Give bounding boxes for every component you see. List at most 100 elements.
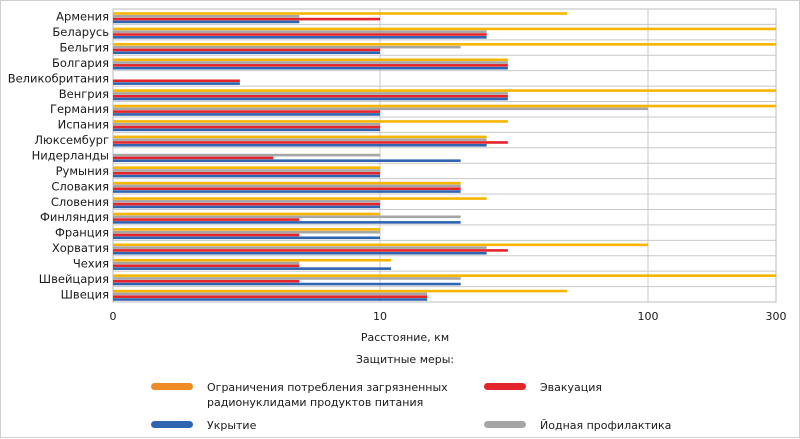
bar [113,15,300,18]
legend-label: Ограничения потребления загрязненных [207,381,448,394]
bar [113,264,300,268]
legend-item: Эвакуация [484,381,602,394]
bar [113,190,461,193]
bar [113,156,274,160]
bar [113,82,240,85]
bar [113,230,380,234]
category-label: Великобритания [8,71,109,85]
bar [113,79,240,83]
bar [113,135,487,139]
category-label: Болгария [52,56,109,70]
bar [113,17,380,21]
bar [113,92,508,95]
bar [113,274,776,277]
bar [113,153,380,157]
bar [113,181,461,185]
bar [113,97,508,101]
legend-swatch [151,421,193,428]
bar [113,233,300,237]
bar [113,30,487,34]
legend-label: Эвакуация [540,381,602,394]
bar [113,66,508,70]
legend-title: Защитные меры: [356,353,454,366]
x-tick-labels: 0 10 100 300 [110,310,787,323]
bar [113,261,300,265]
legend-label: Укрытие [207,419,257,432]
bar [113,267,392,270]
category-label: Румыния [56,164,109,178]
legend-swatch [151,383,193,390]
category-label: Люксембург [34,133,109,147]
bar [113,94,508,98]
bar [113,258,392,262]
legend-label: радионуклидами продуктов питания [207,396,423,409]
bar [113,61,508,64]
bar [113,141,508,144]
bar [113,298,428,301]
bar [113,125,380,129]
legend-item: Ограничения потребления загрязненных ради… [151,381,448,409]
bar [113,143,487,147]
bar [113,107,648,111]
category-label: Германия [50,102,109,116]
bar [113,289,568,293]
legend-label: Йодная профилактика [540,419,671,432]
bar [113,279,300,283]
category-label: Швеция [61,287,109,301]
category-label: Нидерланды [32,149,109,163]
bar [113,27,776,31]
bar [113,197,487,200]
category-label: Словения [51,195,109,209]
bar [113,110,380,113]
bar [113,36,487,39]
x-axis-title: Расстояние, км [361,331,449,344]
bar [113,218,300,221]
bar [113,184,461,188]
bar [113,215,461,219]
bar [113,128,380,132]
bar [113,212,380,216]
x-tick-label: 0 [110,310,117,323]
bar [113,58,508,62]
bar [113,51,380,55]
bar [113,43,776,46]
bar [113,120,508,123]
bar [113,277,461,280]
x-tick-label: 100 [638,310,659,323]
bar [113,292,428,296]
category-label: Франция [55,226,109,240]
bar [113,12,568,15]
bar [113,236,380,240]
bar [113,159,461,162]
bars [113,12,776,301]
bar [113,45,461,49]
legend-swatch [484,421,526,428]
bar [113,89,776,92]
bar [113,228,380,231]
x-tick-label: 10 [373,310,387,323]
legend-item: Укрытие [151,419,257,432]
bar [113,187,461,191]
bar [113,249,508,252]
legend-swatch [484,383,526,390]
bar [113,20,300,24]
legend: Ограничения потребления загрязненных ради… [151,381,671,432]
category-label: Финляндия [40,210,109,224]
grid-lines [112,8,777,303]
bar [113,166,380,170]
category-label: Швейцария [39,272,109,286]
category-label: Чехия [73,256,109,270]
bar [113,169,380,172]
bar [113,174,380,178]
bar [113,295,428,298]
bar [113,200,380,203]
bar [113,33,487,36]
category-label: Словакия [51,179,109,193]
bar [113,202,380,206]
legend-item: Йодная профилактика [484,419,671,432]
bar [113,251,487,255]
category-label: Беларусь [52,25,109,39]
bar [113,113,380,116]
